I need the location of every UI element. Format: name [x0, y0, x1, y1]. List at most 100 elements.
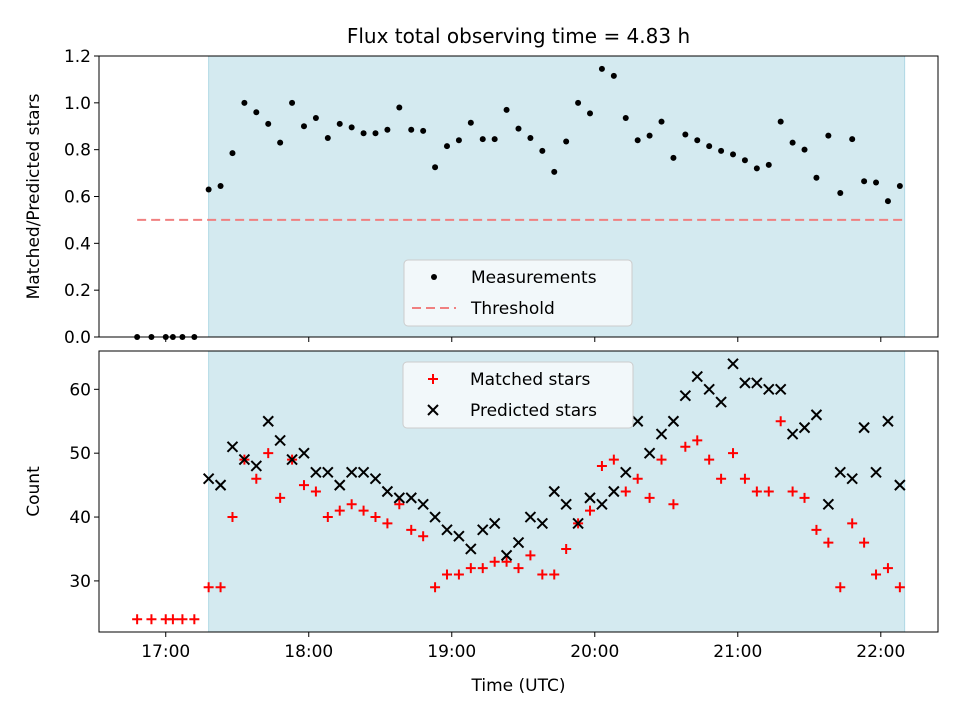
predicted-star-point: [500, 549, 513, 562]
measurement-point: [575, 99, 582, 106]
predicted-star-point: [536, 517, 549, 530]
measurement-point: [825, 132, 832, 139]
measurement-point: [801, 146, 808, 153]
matched-star-point: [394, 499, 405, 510]
y-tick-label: 0.8: [64, 141, 91, 161]
matched-star-point: [477, 563, 488, 574]
predicted-star-point: [822, 498, 835, 510]
predicted-star-point: [429, 511, 441, 523]
matched-star-point: [596, 460, 607, 471]
predicted-star-point: [262, 415, 274, 427]
predicted-star-point: [655, 428, 668, 440]
measurement-point: [765, 161, 772, 168]
measurement-point: [730, 151, 737, 158]
predicted-star-point: [858, 421, 870, 434]
legend-swatch-measurements: [431, 274, 437, 280]
measurement-point: [753, 165, 760, 172]
matched-star-point: [692, 435, 703, 446]
predicted-star-point: [834, 466, 846, 479]
predicted-star-point: [274, 434, 286, 447]
measurement-point: [443, 143, 450, 150]
measurement-point: [658, 118, 665, 125]
matched-star-point: [525, 550, 536, 561]
matched-star-point: [382, 518, 393, 529]
matched-star-point: [489, 556, 500, 567]
measurement-point: [467, 119, 474, 126]
y-axis-label: Count: [24, 466, 44, 517]
matched-star-point: [310, 486, 321, 497]
predicted-star-point: [620, 466, 632, 479]
measurement-point: [873, 179, 880, 186]
matched-star-point: [189, 614, 200, 625]
matched-star-point: [215, 582, 226, 593]
predicted-star-point: [369, 473, 382, 485]
ratio-panel: 0.0 0.2 0.4 0.6 0.8 1.0 1.2 Flux total observin…: [24, 24, 939, 348]
predicted-star-point: [441, 524, 453, 536]
predicted-star-point: [846, 473, 858, 485]
matched-star-point: [668, 499, 679, 510]
predicted-star-point: [250, 460, 263, 472]
measurement-point: [718, 147, 725, 154]
predicted-star-point: [786, 428, 799, 440]
predicted-star-point: [393, 492, 406, 504]
predicted-star-point: [739, 377, 751, 389]
predicted-star-point: [798, 421, 811, 434]
y-tick-label: 40: [69, 508, 91, 528]
y-tick-label: 30: [69, 572, 91, 592]
matched-star-point: [561, 543, 572, 554]
measurement-point: [837, 189, 844, 196]
measurement-point: [491, 136, 498, 143]
count-panel: 30 40 50 60 17:00 18:00 19:00 20:00 21:00 22:00 Co…: [24, 350, 939, 696]
measurement-point: [670, 154, 677, 161]
matched-star-point: [453, 569, 464, 580]
matched-star-point: [823, 537, 834, 548]
matched-star-point: [334, 505, 345, 516]
matched-star-point: [203, 582, 214, 593]
measurement-point: [300, 123, 307, 130]
matched-star-point: [275, 492, 286, 503]
matched-star-point: [775, 416, 786, 427]
x-tick-label: 17:00: [141, 642, 190, 662]
measurement-point: [289, 99, 296, 106]
measurement-point: [598, 65, 605, 72]
x-tick-label: 19:00: [427, 642, 476, 662]
matched-star-point: [370, 512, 381, 523]
predicted-star-point: [512, 536, 525, 549]
matched-star-point: [656, 454, 667, 465]
matched-star-point: [608, 454, 619, 465]
matched-star-point: [728, 448, 739, 459]
y-tick-label: 1.2: [64, 47, 91, 67]
predicted-star-point: [667, 415, 680, 427]
predicted-star-point: [334, 479, 346, 491]
measurement-point: [861, 178, 868, 185]
y-axis-label: Matched/Predicted stars: [24, 93, 44, 299]
measurement-point: [741, 157, 748, 164]
predicted-star-point: [524, 511, 537, 523]
matched-star-point: [835, 582, 846, 593]
measurement-point: [265, 120, 272, 127]
measurement-point: [849, 136, 856, 143]
measurement-point: [551, 168, 558, 175]
matched-star-point: [680, 441, 691, 452]
matched-star-point: [406, 524, 417, 535]
measurement-point: [384, 126, 391, 133]
predicted-star-point: [774, 383, 787, 396]
predicted-star-point: [751, 377, 763, 389]
predicted-star-point: [643, 447, 656, 459]
predicted-star-point: [310, 466, 322, 479]
measurement-point: [646, 132, 653, 139]
x-tick-label: 22:00: [856, 642, 905, 662]
matched-star-point: [537, 569, 548, 580]
predicted-star-point: [405, 492, 417, 504]
matched-star-point: [501, 556, 512, 567]
legend-swatch-matched: [428, 374, 438, 384]
legend-label: Matched stars: [470, 370, 590, 390]
matched-star-point: [716, 473, 727, 484]
measurement-point: [527, 134, 534, 141]
matched-star-point: [465, 563, 476, 574]
y-tick-label: 60: [69, 380, 91, 400]
matched-star-point: [227, 512, 238, 523]
predicted-star-point: [608, 485, 620, 498]
matched-star-point: [763, 486, 774, 497]
predicted-star-point: [417, 498, 429, 510]
